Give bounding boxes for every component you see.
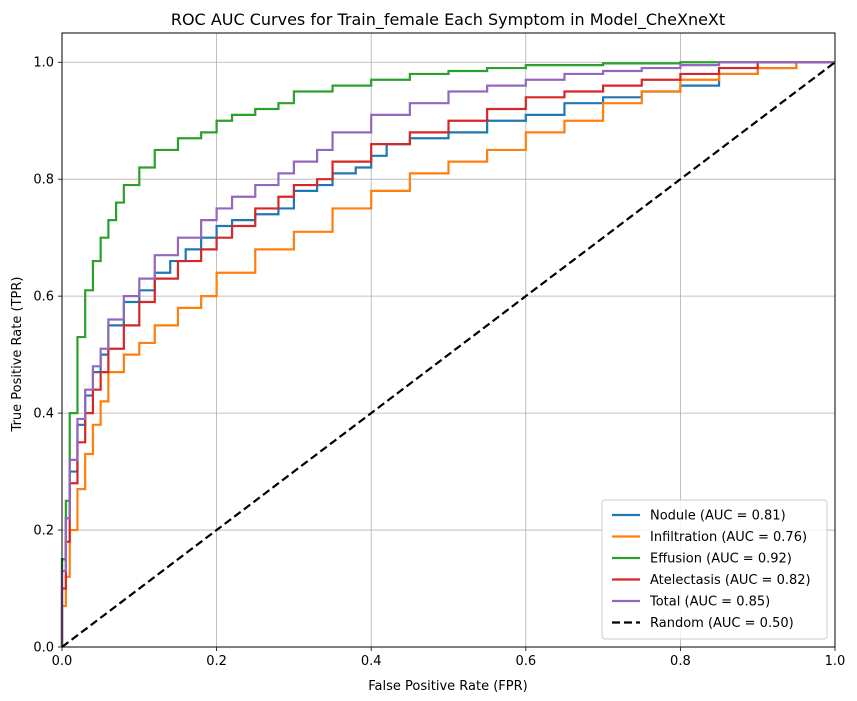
legend-label-infiltration: Infiltration (AUC = 0.76) <box>650 530 807 545</box>
y-tick-label: 0.6 <box>33 290 54 305</box>
y-tick-label: 0.0 <box>33 641 54 656</box>
legend-label-atelectasis: Atelectasis (AUC = 0.82) <box>650 573 811 588</box>
y-axis-title: True Positive Rate (TPR) <box>10 277 25 433</box>
y-tick-label: 1.0 <box>33 56 54 71</box>
grid <box>61 33 836 648</box>
x-tick-label: 1.0 <box>825 654 846 669</box>
series-lines <box>60 61 836 648</box>
x-tick-label: 0.8 <box>670 654 691 669</box>
plot-frame <box>61 32 836 648</box>
series-line-infiltration <box>60 61 835 647</box>
legend-box <box>601 499 828 640</box>
x-tick-label: 0.2 <box>206 654 227 669</box>
series-line-effusion <box>60 61 835 647</box>
legend: Nodule (AUC = 0.81) Infiltration (AUC = 0… <box>601 499 828 640</box>
y-tick-label: 0.8 <box>33 173 54 188</box>
legend-label-random: Random (AUC = 0.50) <box>650 616 794 631</box>
legend-label-effusion: Effusion (AUC = 0.92) <box>650 552 792 567</box>
x-tick-label: 0.0 <box>52 654 73 669</box>
series-line-atelectasis <box>60 61 835 647</box>
chart-title: ROC AUC Curves for Train_female Each Sym… <box>171 10 725 30</box>
y-tick-label: 0.2 <box>33 524 54 539</box>
series-line-random <box>61 61 836 648</box>
y-tick-label: 0.4 <box>33 407 54 422</box>
legend-label-nodule: Nodule (AUC = 0.81) <box>650 509 786 524</box>
x-tick-label: 0.6 <box>515 654 536 669</box>
x-tick-label: 0.4 <box>361 654 382 669</box>
axis-ticks: 0.0 0.2 0.4 0.6 0.8 1.0 0.0 0.2 0.4 0.6 0.8 1.0 <box>33 56 845 669</box>
x-axis-title: False Positive Rate (FPR) <box>368 679 527 694</box>
series-line-total <box>60 61 835 647</box>
legend-label-total: Total (AUC = 0.85) <box>649 595 770 610</box>
